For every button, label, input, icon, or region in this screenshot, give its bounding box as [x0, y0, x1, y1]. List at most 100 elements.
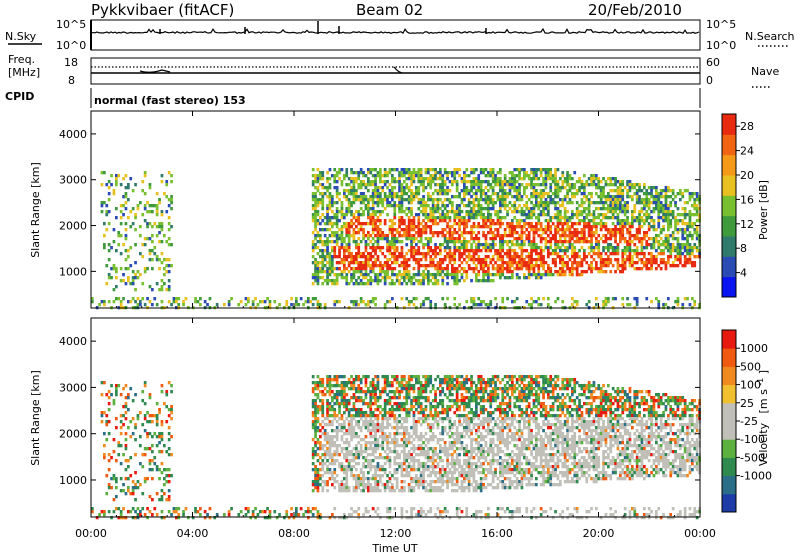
- echo-cell: [381, 189, 385, 193]
- echo-cell: [429, 219, 433, 223]
- echo-cell: [499, 195, 502, 199]
- echo-cell: [379, 201, 382, 205]
- echo-cell: [326, 189, 329, 193]
- echo-cell: [662, 210, 665, 214]
- echo-cell: [391, 252, 394, 256]
- echo-cell: [467, 255, 471, 259]
- echo-cell: [659, 228, 663, 232]
- echo-cell: [436, 216, 440, 220]
- echo-cell: [419, 252, 423, 256]
- echo-cell: [659, 267, 663, 271]
- echo-cell: [523, 273, 526, 277]
- echo-cell: [623, 219, 627, 223]
- echo-cell: [107, 390, 111, 394]
- echo-cell: [136, 513, 140, 517]
- echo-cell: [326, 435, 329, 439]
- echo-cell: [575, 252, 579, 256]
- echo-cell: [395, 273, 399, 277]
- echo-cell: [395, 240, 399, 244]
- echo-cell: [638, 189, 641, 193]
- echo-cell: [511, 300, 514, 304]
- echo-cell: [316, 180, 320, 184]
- echo-cell: [563, 270, 567, 274]
- echo-cell: [352, 234, 356, 238]
- echo-cell: [350, 435, 353, 439]
- echo-cell: [131, 489, 135, 493]
- echo-cell: [475, 276, 478, 280]
- echo-cell: [350, 177, 353, 181]
- echo-cell: [494, 261, 497, 265]
- echo-cell: [314, 264, 317, 268]
- echo-cell: [621, 258, 625, 262]
- echo-cell: [609, 231, 613, 235]
- echo-cell: [338, 171, 341, 175]
- echo-cell: [388, 264, 392, 268]
- echo-cell: [619, 186, 622, 190]
- echo-cell: [175, 507, 178, 511]
- echo-cell: [412, 216, 416, 220]
- echo-cell: [362, 261, 365, 265]
- echo-cell: [645, 234, 649, 238]
- echo-cell: [323, 432, 327, 436]
- echo-cell: [333, 468, 337, 472]
- echo-cell: [170, 201, 173, 205]
- echo-cell: [383, 237, 387, 241]
- echo-cell: [347, 441, 351, 445]
- echo-cell: [355, 279, 358, 283]
- echo-cell: [520, 213, 524, 217]
- echo-cell: [165, 210, 169, 214]
- echo-cell: [335, 438, 339, 442]
- echo-cell: [563, 252, 567, 256]
- echo-cell: [494, 249, 497, 253]
- echo-cell: [659, 189, 663, 193]
- echo-cell: [333, 180, 337, 184]
- echo-cell: [379, 261, 382, 265]
- echo-cell: [256, 513, 260, 517]
- echo-cell: [155, 435, 159, 439]
- echo-cell: [347, 231, 351, 235]
- echo-cell: [463, 177, 466, 181]
- echo-cell: [443, 237, 447, 241]
- echo-cell: [547, 267, 550, 271]
- echo-cell: [410, 174, 413, 178]
- echo-cell: [328, 216, 332, 220]
- echo-cell: [199, 513, 202, 517]
- echo-cell: [326, 471, 329, 475]
- echo-cell: [679, 243, 682, 247]
- echo-cell: [544, 180, 548, 184]
- echo-cell: [371, 261, 375, 265]
- echo-cell: [671, 237, 675, 241]
- echo-cell: [326, 423, 329, 427]
- echo-cell: [607, 192, 610, 196]
- echo-cell: [400, 261, 404, 265]
- echo-cell: [513, 231, 517, 235]
- echo-cell: [345, 468, 349, 472]
- echo-cell: [347, 210, 351, 214]
- echo-cell: [499, 219, 502, 223]
- echo-cell: [345, 450, 349, 454]
- echo-cell: [362, 234, 365, 238]
- echo-cell: [446, 213, 449, 217]
- echo-cell: [611, 231, 615, 235]
- echo-cell: [422, 189, 425, 193]
- echo-cell: [376, 279, 380, 283]
- echo-cell: [470, 279, 473, 283]
- echo-cell: [347, 177, 351, 181]
- echo-cell: [667, 195, 670, 199]
- echo-cell: [583, 216, 586, 220]
- echo-cell: [117, 174, 121, 178]
- echo-cell: [355, 396, 358, 400]
- echo-cell: [688, 252, 692, 256]
- echo-cell: [537, 168, 541, 172]
- echo-cell: [345, 243, 349, 247]
- echo-cell: [441, 183, 445, 187]
- echo-cell: [328, 435, 332, 439]
- echo-cell: [643, 222, 646, 226]
- echo-cell: [559, 198, 562, 202]
- echo-cell: [374, 261, 377, 265]
- echo-cell: [321, 378, 325, 382]
- echo-cell: [427, 273, 430, 277]
- echo-cell: [405, 243, 409, 247]
- echo-cell: [427, 213, 430, 217]
- echo-cell: [551, 249, 555, 253]
